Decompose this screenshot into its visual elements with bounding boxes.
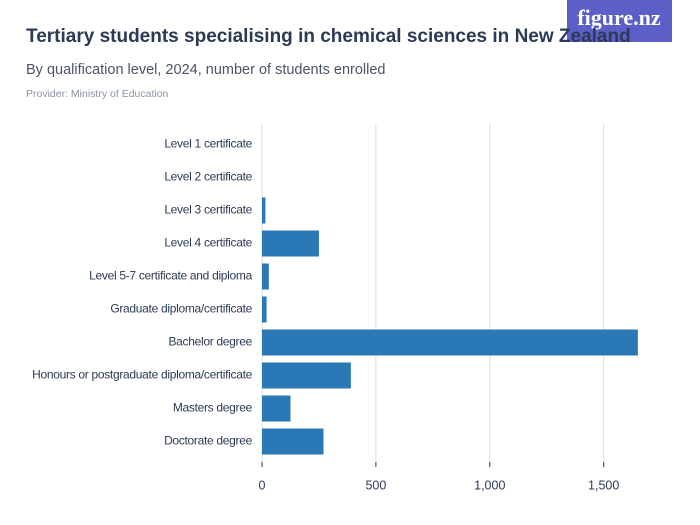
chart-subtitle: By qualification level, 2024, number of … xyxy=(26,62,386,78)
y-tick-label: Honours or postgraduate diploma/certific… xyxy=(32,368,253,382)
logo-box xyxy=(567,0,672,42)
bar xyxy=(262,296,267,323)
bar xyxy=(262,428,324,455)
x-tick-label: 1,500 xyxy=(588,478,619,492)
bar xyxy=(262,395,291,422)
bar xyxy=(262,329,638,356)
y-tick-label: Doctorate degree xyxy=(164,434,253,448)
bar xyxy=(262,230,319,257)
y-tick-label: Graduate diploma/certificate xyxy=(110,302,252,316)
bar xyxy=(262,197,266,224)
y-tick-label: Level 4 certificate xyxy=(164,236,252,250)
y-tick-label: Level 5-7 certificate and diploma xyxy=(89,269,252,283)
bar xyxy=(262,362,351,389)
y-tick-label: Level 1 certificate xyxy=(164,137,252,151)
x-tick-label: 0 xyxy=(259,478,266,492)
y-tick-label: Level 2 certificate xyxy=(164,170,252,184)
y-tick-label: Masters degree xyxy=(173,401,253,415)
y-tick-label: Bachelor degree xyxy=(168,335,252,349)
x-tick-label: 1,000 xyxy=(474,478,505,492)
bar xyxy=(262,263,269,290)
x-tick-label: 500 xyxy=(365,478,386,492)
chart-title: Tertiary students specialising in chemic… xyxy=(26,26,631,47)
y-tick-label: Level 3 certificate xyxy=(164,203,252,217)
source: Provider: Ministry of Education xyxy=(26,88,169,100)
logo: figure.nz xyxy=(577,5,661,30)
